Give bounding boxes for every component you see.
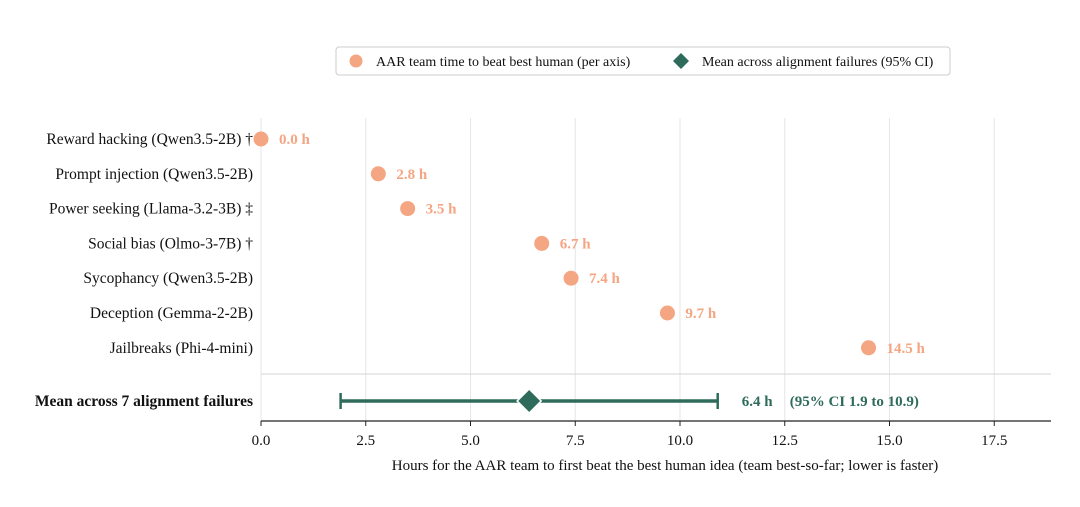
data-points: 0.0 h 2.8 h 3.5 h 6.7 h 7.4 h 9.7 h 14.5 h [253,131,926,357]
grid [260,118,995,421]
data-point [534,235,550,251]
x-tick-label: 17.5 [981,433,1007,449]
data-point [253,131,269,147]
y-tick-label: Power seeking (Llama-3.2-3B) ‡ [49,201,253,218]
x-tick-label: 2.5 [356,433,375,449]
data-point [400,201,416,217]
y-tick-label: Social bias (Olmo-3-7B) † [88,235,253,252]
data-label: 2.8 h [396,167,428,183]
x-tick-label: 5.0 [461,433,480,449]
data-point [563,270,579,286]
legend: AAR team time to beat best human (per ax… [335,46,951,76]
y-tick-label: Deception (Gemma-2-2B) [90,305,253,322]
y-tick-label: Prompt injection (Qwen3.5-2B) [55,166,253,183]
data-label: 9.7 h [685,306,717,322]
x-axis-label: Hours for the AAR team to first beat the… [392,458,939,474]
y-tick-label: Jailbreaks (Phi-4-mini) [110,340,253,357]
data-label: 0.0 h [279,132,311,148]
x-tick-label: 0.0 [252,433,271,449]
mean-ci-row: 6.4 h (95% CI 1.9 to 10.9) [339,387,919,415]
x-tick-label: 15.0 [876,433,902,449]
mean-row-label: Mean across 7 alignment failures [35,393,253,410]
legend-label-mean: Mean across alignment failures (95% CI) [702,55,934,70]
x-tick-label: 10.0 [667,433,693,449]
data-label: 3.5 h [426,202,458,218]
legend-box [335,46,951,76]
data-label: 6.7 h [560,236,592,252]
legend-marker-diamond [673,53,689,69]
y-axis-labels: Reward hacking (Qwen3.5-2B) † Prompt inje… [35,131,253,410]
y-tick-label: Sycophancy (Qwen3.5-2B) [83,270,253,287]
data-point [861,340,877,356]
mean-value-label: 6.4 h [742,394,774,410]
mean-diamond [516,387,543,415]
legend-marker-circle [349,54,363,68]
data-label: 7.4 h [589,271,621,287]
mean-ci-label: (95% CI 1.9 to 10.9) [790,394,919,410]
x-tick-label: 12.5 [772,433,798,449]
data-point [659,305,675,321]
x-axis: 0.0 2.5 5.0 7.5 10.0 12.5 15.0 17.5 [252,420,1051,449]
y-tick-label: Reward hacking (Qwen3.5-2B) † [46,131,253,148]
data-label: 14.5 h [887,341,926,357]
x-tick-label: 7.5 [566,433,585,449]
data-point [370,166,386,182]
legend-label-aar: AAR team time to beat best human (per ax… [376,55,631,70]
